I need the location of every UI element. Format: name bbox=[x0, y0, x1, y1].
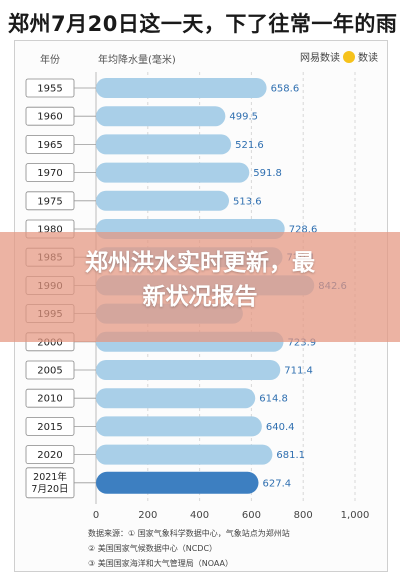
value-label-13: 681.1 bbox=[276, 450, 305, 461]
x-tick-label-1: 200 bbox=[138, 510, 157, 521]
year-label-5: 1980 bbox=[37, 225, 62, 236]
headline-overlay bbox=[0, 232, 400, 342]
source-line-3: ③ 美国国家海洋和大气管理局（NOAA） bbox=[88, 559, 234, 568]
bar-11 bbox=[96, 388, 256, 409]
year-label-11: 2010 bbox=[37, 394, 62, 405]
bar-0 bbox=[96, 78, 267, 98]
bar-13 bbox=[96, 444, 273, 465]
value-label-14: 627.4 bbox=[262, 478, 291, 489]
bar-2 bbox=[96, 134, 232, 155]
value-label-1: 499.5 bbox=[229, 112, 258, 123]
year-label-3: 1970 bbox=[37, 168, 62, 179]
headline-line-1: 郑州洪水实时更新，最 bbox=[85, 250, 315, 276]
x-tick-label-2: 400 bbox=[190, 510, 209, 521]
year-column-header: 年份 bbox=[40, 55, 60, 66]
year-label-10: 2005 bbox=[37, 366, 62, 377]
value-label-2: 521.6 bbox=[235, 140, 264, 151]
brand-logo: 网易数读 数读 bbox=[300, 49, 378, 64]
value-label-12: 640.4 bbox=[266, 422, 295, 433]
bar-4 bbox=[96, 190, 230, 211]
headline-line-2: 新状况报告 bbox=[142, 284, 258, 310]
bar-10 bbox=[96, 360, 281, 380]
year-label-14-1: 7月20日 bbox=[31, 484, 68, 495]
x-tick-label-5: 1,000 bbox=[341, 510, 370, 521]
value-label-10: 711.4 bbox=[284, 366, 313, 377]
page-title: 郑州7月20日这一天，下了往常一年的雨 bbox=[8, 12, 398, 36]
brand-dot-icon bbox=[343, 50, 355, 63]
brand-left-text: 网易数读 bbox=[300, 53, 340, 64]
headline-text[interactable]: 郑州洪水实时更新，最 新状况报告 bbox=[0, 246, 400, 314]
value-label-0: 658.6 bbox=[271, 84, 300, 95]
bar-12 bbox=[96, 416, 262, 437]
year-label-0: 1955 bbox=[37, 84, 62, 95]
bar-3 bbox=[96, 162, 250, 183]
x-tick-label-3: 600 bbox=[242, 510, 261, 521]
value-label-11: 614.8 bbox=[259, 394, 288, 405]
year-label-4: 1975 bbox=[37, 196, 62, 207]
year-label-14-0: 2021年 bbox=[33, 471, 67, 483]
value-label-4: 513.6 bbox=[233, 196, 262, 207]
year-label-1: 1960 bbox=[37, 112, 62, 123]
year-label-13: 2020 bbox=[37, 450, 62, 461]
x-tick-label-0: 0 bbox=[93, 510, 99, 521]
value-column-header: 年均降水量(毫米) bbox=[98, 55, 176, 66]
brand-right-text: 数读 bbox=[358, 53, 378, 64]
bar-1 bbox=[96, 106, 226, 127]
value-label-9: 723.9 bbox=[287, 337, 316, 348]
year-label-12: 2015 bbox=[37, 422, 62, 433]
value-label-3: 591.8 bbox=[253, 168, 282, 179]
bar-14 bbox=[96, 471, 259, 494]
source-line-1: 数据来源：① 国家气象科学数据中心，气象站点为郑州站 bbox=[88, 529, 290, 538]
year-label-9: 2000 bbox=[37, 337, 62, 348]
x-tick-label-4: 800 bbox=[294, 510, 313, 521]
source-line-2: ② 美国国家气候数据中心（NCDC） bbox=[88, 544, 218, 553]
year-label-2: 1965 bbox=[37, 140, 62, 151]
value-label-5: 728.6 bbox=[289, 225, 318, 236]
